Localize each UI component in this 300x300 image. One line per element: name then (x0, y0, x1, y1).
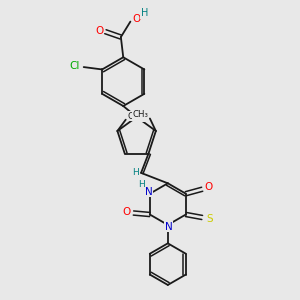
Text: N: N (165, 222, 172, 232)
Text: CH₃: CH₃ (132, 110, 148, 119)
Text: H: H (132, 168, 139, 177)
Text: O: O (123, 207, 131, 217)
Text: H: H (138, 180, 145, 189)
Text: N: N (139, 111, 146, 122)
Text: CH₃: CH₃ (127, 112, 143, 121)
Text: N: N (145, 187, 153, 197)
Text: H: H (141, 8, 148, 18)
Text: O: O (132, 14, 140, 24)
Text: O: O (95, 26, 104, 36)
Text: S: S (206, 214, 213, 224)
Text: O: O (205, 182, 213, 193)
Text: Cl: Cl (70, 61, 80, 71)
